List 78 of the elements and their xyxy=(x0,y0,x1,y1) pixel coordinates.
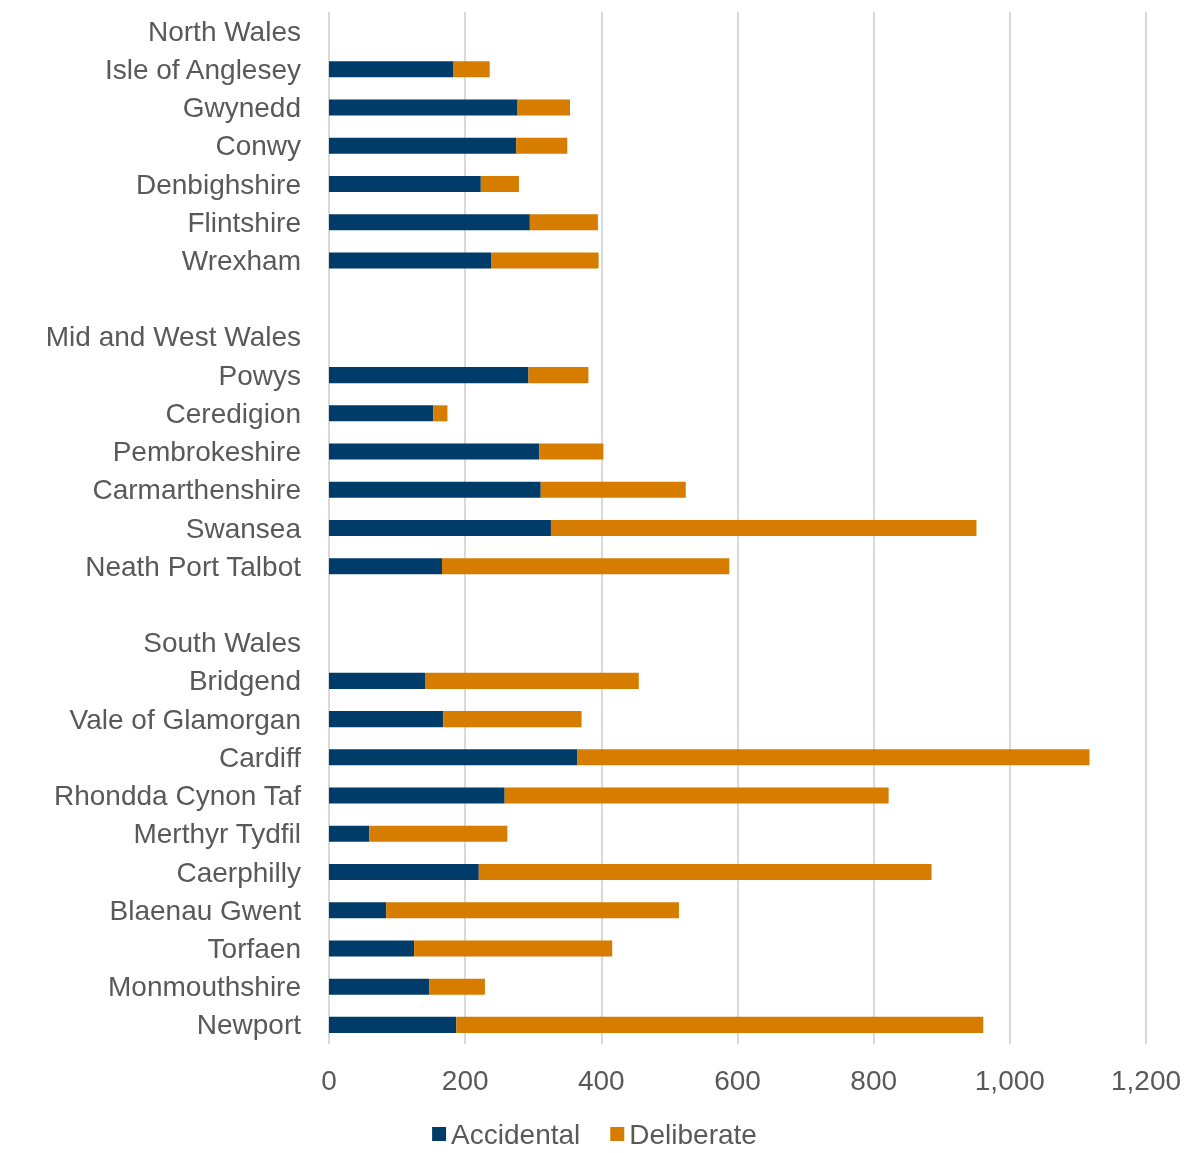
bar xyxy=(329,405,434,422)
bar xyxy=(433,405,448,422)
bar xyxy=(456,1016,984,1033)
bar xyxy=(329,175,481,193)
bar xyxy=(329,137,517,154)
y-tick-label: Pembrokeshire xyxy=(112,436,301,468)
y-tick-label: Wrexham xyxy=(181,244,301,276)
y-tick-label: Merthyr Tydfil xyxy=(133,818,301,850)
legend-label: Deliberate xyxy=(629,1118,757,1150)
y-tick-label: Gwynedd xyxy=(182,92,301,124)
bar xyxy=(329,443,540,460)
bar xyxy=(369,825,508,842)
x-tick-label: 800 xyxy=(850,1064,898,1096)
bar xyxy=(528,367,589,384)
bar xyxy=(425,672,639,689)
bar xyxy=(329,61,454,78)
bar xyxy=(453,61,490,78)
bar xyxy=(329,711,444,728)
y-tick-label: North Wales xyxy=(147,15,301,47)
bar xyxy=(329,214,530,231)
legend-label: Accidental xyxy=(451,1118,581,1150)
bar xyxy=(329,481,541,498)
bar xyxy=(329,367,529,384)
y-tick-label: Neath Port Talbot xyxy=(85,550,302,582)
y-tick-label: Swansea xyxy=(185,512,302,544)
bar xyxy=(478,863,932,881)
bar xyxy=(491,252,599,269)
y-tick-label: Powys xyxy=(218,359,301,391)
y-tick-label: Caerphilly xyxy=(176,856,301,888)
bar xyxy=(329,672,425,689)
y-tick-label: Ceredigion xyxy=(165,397,301,429)
bar xyxy=(443,711,582,728)
bar xyxy=(550,519,977,537)
bar xyxy=(329,825,370,842)
x-tick-label: 1,200 xyxy=(1110,1064,1182,1096)
bar xyxy=(329,787,505,804)
y-tick-label: Blaenau Gwent xyxy=(109,894,302,926)
bar xyxy=(529,214,598,231)
y-tick-label: Torfaen xyxy=(207,932,301,964)
bar xyxy=(539,443,604,460)
bar xyxy=(329,902,387,919)
y-tick-label: Isle of Anglesey xyxy=(104,53,301,85)
x-tick-label: 0 xyxy=(321,1064,337,1096)
bar xyxy=(329,749,578,766)
y-tick-label: Denbighshire xyxy=(136,168,301,200)
y-tick-label: Cardiff xyxy=(219,741,302,773)
bar xyxy=(329,978,430,995)
y-tick-label: Mid and West Wales xyxy=(45,321,301,353)
y-tick-label: Carmarthenshire xyxy=(92,474,301,506)
y-tick-label: Conwy xyxy=(215,130,301,162)
bar xyxy=(577,749,1090,766)
bar xyxy=(329,558,443,575)
bar xyxy=(442,558,730,575)
bar xyxy=(480,175,519,193)
x-tick-label: 200 xyxy=(441,1064,489,1096)
y-tick-label: Vale of Glamorgan xyxy=(69,703,301,735)
y-tick-label: Flintshire xyxy=(187,206,301,238)
x-tick-label: 400 xyxy=(577,1064,625,1096)
bar xyxy=(329,252,492,269)
bar xyxy=(329,940,415,957)
x-tick-label: 600 xyxy=(714,1064,761,1096)
bar xyxy=(329,519,551,537)
y-tick-label: Rhondda Cynon Taf xyxy=(54,780,302,812)
bar xyxy=(516,137,568,154)
bar xyxy=(329,1016,457,1033)
bar xyxy=(329,99,518,116)
y-tick-label: Bridgend xyxy=(188,665,301,697)
bar xyxy=(414,940,613,957)
bar xyxy=(517,99,571,116)
y-tick-label: Monmouthshire xyxy=(108,971,301,1003)
bar xyxy=(386,902,679,919)
bar xyxy=(540,481,686,498)
y-tick-label: South Wales xyxy=(143,627,301,659)
bar xyxy=(329,863,479,881)
x-tick-label: 1,000 xyxy=(974,1064,1045,1096)
y-tick-label: Newport xyxy=(196,1009,302,1041)
bar xyxy=(429,978,485,995)
bar xyxy=(504,787,889,804)
